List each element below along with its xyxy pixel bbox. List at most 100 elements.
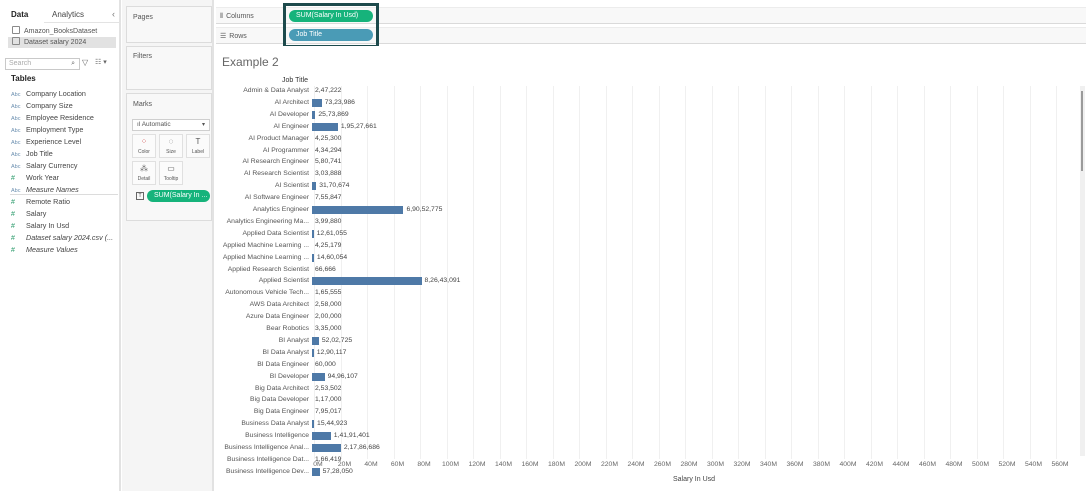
job-title-label[interactable]: Business Intelligence Anal... bbox=[224, 444, 309, 451]
bar[interactable] bbox=[312, 229, 314, 238]
job-title-label[interactable]: AI Software Engineer bbox=[244, 194, 309, 202]
table-row[interactable]: Analytics Engineer 6,90,52,775 bbox=[216, 204, 1086, 215]
table-row[interactable]: Applied Research Scientist 66,666 bbox=[216, 264, 1086, 275]
job-title-label[interactable]: AWS Data Architect bbox=[249, 301, 309, 309]
table-row[interactable]: Applied Data Scientist 12,61,055 bbox=[216, 228, 1086, 239]
vertical-scrollbar[interactable] bbox=[1080, 86, 1085, 456]
table-row[interactable]: AI Scientist 31,70,674 bbox=[216, 180, 1086, 191]
job-title-label[interactable]: Applied Data Scientist bbox=[242, 229, 310, 237]
job-title-label[interactable]: AI Scientist bbox=[275, 182, 309, 190]
field-experience-level[interactable]: Abc Experience Level bbox=[11, 136, 119, 147]
bar[interactable] bbox=[312, 182, 317, 191]
bar[interactable] bbox=[312, 98, 322, 107]
job-title-label[interactable]: Big Data Developer bbox=[250, 396, 309, 404]
view-options-icon[interactable]: ☷ ▾ bbox=[95, 59, 107, 66]
field-employee-residence[interactable]: Abc Employee Residence bbox=[11, 112, 119, 123]
bar[interactable] bbox=[312, 420, 315, 429]
filters-card[interactable]: Filters bbox=[126, 46, 212, 90]
table-row[interactable]: Business Intelligence 1,41,91,401 bbox=[216, 430, 1086, 441]
job-title-label[interactable]: Autonomous Vehicle Tech... bbox=[225, 289, 309, 297]
table-row[interactable]: BI Data Engineer 60,000 bbox=[216, 359, 1086, 370]
job-title-label[interactable]: AI Research Engineer bbox=[242, 158, 310, 166]
job-title-label[interactable]: AI Research Scientist bbox=[244, 170, 309, 178]
table-row[interactable]: BI Developer 94,96,107 bbox=[216, 371, 1086, 382]
table-row[interactable]: AWS Data Architect 2,58,000 bbox=[216, 299, 1086, 310]
table-row[interactable]: AI Engineer 1,95,27,661 bbox=[216, 121, 1086, 132]
table-row[interactable]: Applied Machine Learning ... 4,25,179 bbox=[216, 240, 1086, 251]
label-measure-pill[interactable]: SUM(Salary In ... bbox=[147, 190, 210, 202]
table-row[interactable]: Big Data Engineer 7,95,017 bbox=[216, 406, 1086, 417]
table-row[interactable]: Admin & Data Analyst 2,47,222 bbox=[216, 85, 1086, 96]
table-row[interactable]: Analytics Engineering Ma... 3,99,880 bbox=[216, 216, 1086, 227]
field-dataset-count[interactable]: # Dataset salary 2024.csv (... bbox=[11, 233, 114, 242]
bar[interactable] bbox=[312, 372, 325, 381]
bar[interactable] bbox=[312, 348, 314, 357]
tab-analytics[interactable]: Analytics bbox=[52, 10, 85, 19]
job-title-label[interactable]: Applied Research Scientist bbox=[227, 265, 309, 273]
table-row[interactable]: AI Software Engineer 7,55,847 bbox=[216, 192, 1086, 203]
job-title-label[interactable]: AI Architect bbox=[274, 98, 309, 106]
field-employment-type[interactable]: Abc Employment Type bbox=[11, 124, 119, 135]
job-title-label[interactable]: Bear Robotics bbox=[266, 325, 309, 332]
collapse-pane-icon[interactable]: ‹ bbox=[112, 9, 115, 19]
field-salary-currency[interactable]: Abc Salary Currency bbox=[11, 160, 119, 171]
field-measure-names[interactable]: Abc Measure Names bbox=[11, 184, 119, 195]
table-row[interactable]: Business Intelligence Dev... 57,28,050 bbox=[216, 466, 1086, 477]
bar[interactable] bbox=[312, 336, 319, 345]
table-row[interactable]: Business Intelligence Anal... 2,17,86,686 bbox=[216, 442, 1086, 453]
columns-shelf[interactable]: ⦀ Columns bbox=[216, 7, 1086, 24]
job-title-label[interactable]: Analytics Engineer bbox=[252, 206, 309, 213]
table-row[interactable]: AI Architect 73,23,986 bbox=[216, 97, 1086, 108]
columns-measure-pill[interactable]: SUM(Salary In Usd) bbox=[289, 10, 373, 22]
rows-dimension-pill[interactable]: Job Title bbox=[289, 29, 373, 41]
bar[interactable] bbox=[312, 253, 314, 262]
detail-button[interactable]: ⁂ Detail bbox=[132, 161, 156, 185]
tooltip-button[interactable]: ▭ Tooltip bbox=[159, 161, 183, 185]
table-row[interactable]: AI Research Scientist 3,03,888 bbox=[216, 168, 1086, 179]
field-salary-in-usd[interactable]: # Salary In Usd bbox=[11, 221, 70, 230]
bar[interactable] bbox=[312, 206, 404, 214]
field-company-size[interactable]: Abc Company Size bbox=[11, 100, 119, 111]
color-button[interactable]: ⁘ Color bbox=[132, 134, 156, 158]
table-row[interactable]: Big Data Developer 1,17,000 bbox=[216, 394, 1086, 405]
job-title-label[interactable]: Big Data Architect bbox=[254, 384, 309, 392]
table-row[interactable]: Big Data Architect 2,53,502 bbox=[216, 383, 1086, 394]
scrollbar-thumb[interactable] bbox=[1081, 91, 1083, 171]
table-row[interactable]: BI Data Analyst 12,90,117 bbox=[216, 347, 1086, 358]
job-title-label[interactable]: Applied Machine Learning ... bbox=[222, 241, 309, 249]
table-row[interactable]: Business Data Analyst 15,44,923 bbox=[216, 418, 1086, 429]
table-row[interactable]: BI Analyst 52,02,725 bbox=[216, 335, 1086, 346]
job-title-label[interactable]: AI Developer bbox=[269, 110, 309, 118]
bar[interactable] bbox=[312, 432, 331, 441]
job-title-label[interactable]: AI Engineer bbox=[273, 122, 309, 130]
table-row[interactable]: AI Product Manager 4,25,300 bbox=[216, 133, 1086, 144]
table-row[interactable]: AI Research Engineer 5,80,741 bbox=[216, 156, 1086, 167]
label-button[interactable]: T Label bbox=[186, 134, 210, 158]
job-title-label[interactable]: BI Developer bbox=[269, 372, 309, 380]
table-row[interactable]: Applied Machine Learning ... 14,60,054 bbox=[216, 252, 1086, 263]
job-title-label[interactable]: Admin & Data Analyst bbox=[243, 87, 309, 94]
bar[interactable] bbox=[312, 110, 316, 119]
bar[interactable] bbox=[312, 467, 320, 476]
table-row[interactable]: Bear Robotics 3,35,000 bbox=[216, 323, 1086, 334]
bar[interactable] bbox=[312, 122, 338, 131]
field-company-location[interactable]: Abc Company Location bbox=[11, 88, 119, 99]
job-title-label[interactable]: Business Intelligence Dev... bbox=[226, 467, 309, 475]
table-row[interactable]: Azure Data Engineer 2,00,000 bbox=[216, 311, 1086, 322]
field-search-input[interactable]: Search ⌕ bbox=[5, 58, 80, 70]
field-job-title[interactable]: Abc Job Title bbox=[11, 148, 119, 159]
job-title-label[interactable]: BI Data Analyst bbox=[262, 348, 309, 356]
job-title-label[interactable]: Business Data Analyst bbox=[241, 420, 309, 428]
job-title-label[interactable]: AI Product Manager bbox=[248, 134, 309, 142]
job-title-label[interactable]: Big Data Engineer bbox=[253, 408, 309, 416]
table-row[interactable]: Applied Scientist 8,26,43,091 bbox=[216, 275, 1086, 286]
bar[interactable] bbox=[312, 277, 422, 286]
filter-icon[interactable]: ▽ bbox=[82, 58, 89, 67]
job-title-label[interactable]: BI Data Engineer bbox=[257, 360, 309, 368]
datasource-salary-2024[interactable]: Dataset salary 2024 bbox=[8, 37, 116, 48]
field-salary[interactable]: # Salary bbox=[11, 209, 47, 218]
job-title-label[interactable]: AI Programmer bbox=[262, 146, 309, 154]
field-remote-ratio[interactable]: # Remote Ratio bbox=[11, 197, 70, 206]
job-title-label[interactable]: Business Intelligence bbox=[245, 432, 309, 440]
field-work-year[interactable]: # Work Year bbox=[11, 173, 60, 182]
